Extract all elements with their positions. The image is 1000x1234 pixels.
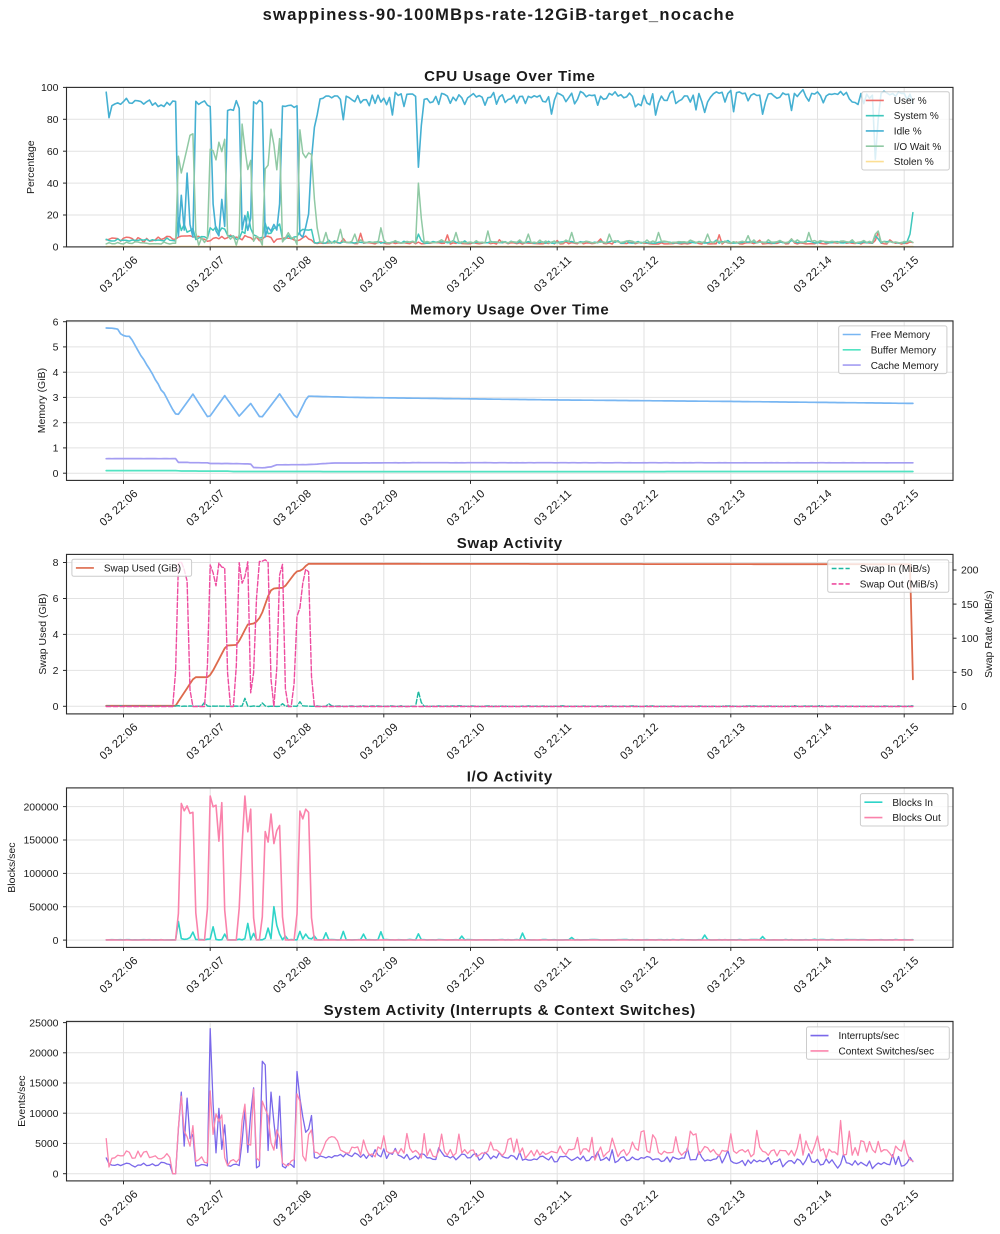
svg-text:System Activity (Interrupts &: System Activity (Interrupts & Context Sw… bbox=[324, 1002, 696, 1019]
svg-text:Blocks/sec: Blocks/sec bbox=[6, 843, 18, 893]
svg-text:0: 0 bbox=[53, 935, 59, 947]
svg-text:150000: 150000 bbox=[23, 835, 58, 847]
svg-text:Events/sec: Events/sec bbox=[16, 1076, 28, 1127]
svg-text:100: 100 bbox=[961, 633, 979, 645]
svg-text:Swap Used (GiB): Swap Used (GiB) bbox=[37, 594, 49, 675]
svg-text:Cache Memory: Cache Memory bbox=[871, 361, 939, 372]
svg-text:CPU Usage Over Time: CPU Usage Over Time bbox=[424, 68, 595, 85]
svg-text:40: 40 bbox=[47, 178, 59, 190]
svg-text:200: 200 bbox=[961, 565, 979, 577]
svg-text:Context Switches/sec: Context Switches/sec bbox=[839, 1047, 935, 1058]
svg-text:100: 100 bbox=[41, 82, 59, 94]
svg-text:60: 60 bbox=[47, 146, 59, 158]
svg-text:50: 50 bbox=[961, 667, 973, 679]
svg-text:0: 0 bbox=[53, 242, 59, 254]
svg-text:Percentage: Percentage bbox=[25, 140, 37, 194]
svg-text:Idle %: Idle % bbox=[894, 127, 922, 138]
svg-text:4: 4 bbox=[53, 367, 59, 379]
svg-text:20: 20 bbox=[47, 210, 59, 222]
svg-text:Stolen %: Stolen % bbox=[894, 157, 934, 168]
svg-text:System %: System % bbox=[894, 111, 939, 122]
svg-text:Blocks In: Blocks In bbox=[892, 798, 933, 809]
svg-text:Swap Used (GiB): Swap Used (GiB) bbox=[104, 564, 181, 575]
svg-text:I/O Activity: I/O Activity bbox=[467, 769, 553, 786]
svg-text:0: 0 bbox=[53, 468, 59, 480]
svg-text:20000: 20000 bbox=[29, 1048, 58, 1060]
svg-text:Swap Activity: Swap Activity bbox=[457, 535, 563, 552]
svg-text:4: 4 bbox=[53, 629, 59, 641]
svg-text:5000: 5000 bbox=[35, 1138, 59, 1150]
svg-text:25000: 25000 bbox=[29, 1017, 58, 1029]
svg-text:0: 0 bbox=[961, 701, 967, 713]
svg-text:6: 6 bbox=[53, 316, 59, 328]
svg-text:8: 8 bbox=[53, 557, 59, 569]
svg-text:10000: 10000 bbox=[29, 1108, 58, 1120]
svg-text:Swap Out (MiB/s): Swap Out (MiB/s) bbox=[860, 580, 938, 591]
svg-text:I/O Wait %: I/O Wait % bbox=[894, 142, 942, 153]
svg-text:5: 5 bbox=[53, 342, 59, 354]
svg-text:0: 0 bbox=[53, 1168, 59, 1180]
svg-text:Buffer Memory: Buffer Memory bbox=[871, 345, 936, 356]
svg-text:50000: 50000 bbox=[29, 901, 58, 913]
svg-text:2: 2 bbox=[53, 665, 59, 677]
svg-text:2: 2 bbox=[53, 417, 59, 429]
svg-text:User %: User % bbox=[894, 96, 927, 107]
svg-text:Memory (GiB): Memory (GiB) bbox=[36, 368, 48, 433]
svg-text:Free Memory: Free Memory bbox=[871, 330, 930, 341]
svg-text:6: 6 bbox=[53, 593, 59, 605]
svg-text:Swap Rate (MiB/s): Swap Rate (MiB/s) bbox=[983, 590, 995, 678]
svg-text:1: 1 bbox=[53, 443, 59, 455]
svg-text:Blocks Out: Blocks Out bbox=[892, 813, 941, 824]
svg-text:swappiness-90-100MBps-rate-12G: swappiness-90-100MBps-rate-12GiB-target_… bbox=[263, 6, 736, 24]
svg-text:100000: 100000 bbox=[23, 868, 58, 880]
svg-text:150: 150 bbox=[961, 599, 979, 611]
svg-text:80: 80 bbox=[47, 114, 59, 126]
svg-text:0: 0 bbox=[53, 701, 59, 713]
svg-text:Memory Usage Over Time: Memory Usage Over Time bbox=[410, 302, 609, 319]
svg-text:200000: 200000 bbox=[23, 801, 58, 813]
svg-text:3: 3 bbox=[53, 392, 59, 404]
svg-text:Swap In (MiB/s): Swap In (MiB/s) bbox=[860, 564, 931, 575]
svg-text:15000: 15000 bbox=[29, 1078, 58, 1090]
svg-text:Interrupts/sec: Interrupts/sec bbox=[839, 1031, 900, 1042]
